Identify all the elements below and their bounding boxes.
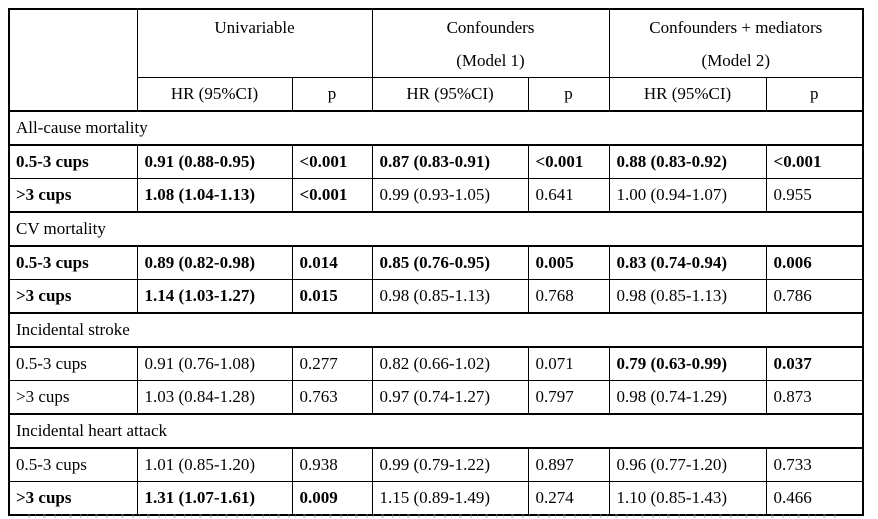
p-cell: 0.037 bbox=[765, 346, 864, 381]
table-row: >3 cups 1.14 (1.03-1.27) 0.015 0.98 (0.8… bbox=[8, 279, 864, 314]
row-label: 0.5-3 cups bbox=[8, 346, 138, 381]
hr-cell: 0.91 (0.76-1.08) bbox=[136, 346, 293, 381]
subheader-hr-model2: HR (95%CI) bbox=[608, 77, 767, 112]
p-cell: 0.733 bbox=[765, 447, 864, 482]
group-title-line2: (Model 1) bbox=[456, 51, 525, 70]
p-cell: <0.001 bbox=[527, 144, 610, 179]
group-title-line1: Confounders bbox=[446, 18, 535, 37]
group-title-line1: Confounders + mediators bbox=[649, 18, 823, 37]
p-cell: 0.955 bbox=[765, 178, 864, 213]
hr-cell: 0.99 (0.79-1.22) bbox=[371, 447, 529, 482]
table-row: >3 cups 1.31 (1.07-1.61) 0.009 1.15 (0.8… bbox=[8, 481, 864, 516]
p-cell: <0.001 bbox=[291, 178, 373, 213]
p-cell: 0.274 bbox=[527, 481, 610, 516]
hr-cell: 0.98 (0.85-1.13) bbox=[371, 279, 529, 314]
hr-cell: 1.03 (0.84-1.28) bbox=[136, 380, 293, 415]
hr-cell: 1.10 (0.85-1.43) bbox=[608, 481, 767, 516]
p-cell: 0.006 bbox=[765, 245, 864, 280]
group-title-line2: (Model 2) bbox=[701, 51, 770, 70]
p-cell: <0.001 bbox=[291, 144, 373, 179]
hr-cell: 1.31 (1.07-1.61) bbox=[136, 481, 293, 516]
section-title-cv-mortality: CV mortality bbox=[8, 211, 864, 247]
subheader-p-model1: p bbox=[527, 77, 610, 112]
hr-cell: 0.88 (0.83-0.92) bbox=[608, 144, 767, 179]
group-title-line1: Univariable bbox=[214, 18, 295, 37]
section-row: CV mortality bbox=[8, 211, 864, 247]
hr-cell: 0.96 (0.77-1.20) bbox=[608, 447, 767, 482]
table-row: >3 cups 1.08 (1.04-1.13) <0.001 0.99 (0.… bbox=[8, 178, 864, 213]
p-cell: 0.786 bbox=[765, 279, 864, 314]
row-label: >3 cups bbox=[8, 481, 138, 516]
p-cell: 0.938 bbox=[291, 447, 373, 482]
hr-cell: 1.01 (0.85-1.20) bbox=[136, 447, 293, 482]
p-cell: 0.797 bbox=[527, 380, 610, 415]
p-cell: 0.873 bbox=[765, 380, 864, 415]
hr-cell: 0.99 (0.93-1.05) bbox=[371, 178, 529, 213]
hr-cell: 0.98 (0.85-1.13) bbox=[608, 279, 767, 314]
p-cell: 0.763 bbox=[291, 380, 373, 415]
section-title-incidental-heart-attack: Incidental heart attack bbox=[8, 413, 864, 449]
hr-cell: 1.14 (1.03-1.27) bbox=[136, 279, 293, 314]
header-model2: Confounders + mediators (Model 2) bbox=[608, 8, 864, 78]
table-row: 0.5-3 cups 0.91 (0.88-0.95) <0.001 0.87 … bbox=[8, 144, 864, 179]
header-univariable: Univariable bbox=[136, 8, 373, 78]
section-title-incidental-stroke: Incidental stroke bbox=[8, 312, 864, 348]
hr-cell: 0.98 (0.74-1.29) bbox=[608, 380, 767, 415]
hr-cell: 0.83 (0.74-0.94) bbox=[608, 245, 767, 280]
section-row: Incidental stroke bbox=[8, 312, 864, 348]
table-row: 0.5-3 cups 1.01 (0.85-1.20) 0.938 0.99 (… bbox=[8, 447, 864, 482]
subheader-hr-univariable: HR (95%CI) bbox=[136, 77, 293, 112]
cropped-caption-artifact bbox=[28, 514, 840, 518]
row-label: >3 cups bbox=[8, 279, 138, 314]
hr-cell: 0.87 (0.83-0.91) bbox=[371, 144, 529, 179]
hr-cell: 0.89 (0.82-0.98) bbox=[136, 245, 293, 280]
p-cell: 0.641 bbox=[527, 178, 610, 213]
subheader-hr-model1: HR (95%CI) bbox=[371, 77, 529, 112]
p-cell: <0.001 bbox=[765, 144, 864, 179]
hr-cell: 0.97 (0.74-1.27) bbox=[371, 380, 529, 415]
p-cell: 0.277 bbox=[291, 346, 373, 381]
hr-cell: 1.08 (1.04-1.13) bbox=[136, 178, 293, 213]
hr-cell: 0.79 (0.63-0.99) bbox=[608, 346, 767, 381]
hr-cell: 0.91 (0.88-0.95) bbox=[136, 144, 293, 179]
results-table: Univariable Confounders (Model 1) Confou… bbox=[8, 8, 865, 516]
hr-cell: 1.00 (0.94-1.07) bbox=[608, 178, 767, 213]
p-cell: 0.071 bbox=[527, 346, 610, 381]
hr-cell: 1.15 (0.89-1.49) bbox=[371, 481, 529, 516]
row-label: >3 cups bbox=[8, 178, 138, 213]
row-label: >3 cups bbox=[8, 380, 138, 415]
subheader-p-univariable: p bbox=[291, 77, 373, 112]
header-model1: Confounders (Model 1) bbox=[371, 8, 610, 78]
p-cell: 0.015 bbox=[291, 279, 373, 314]
section-row: Incidental heart attack bbox=[8, 413, 864, 449]
p-cell: 0.768 bbox=[527, 279, 610, 314]
row-label: 0.5-3 cups bbox=[8, 447, 138, 482]
p-cell: 0.466 bbox=[765, 481, 864, 516]
hr-cell: 0.82 (0.66-1.02) bbox=[371, 346, 529, 381]
table-row: 0.5-3 cups 0.89 (0.82-0.98) 0.014 0.85 (… bbox=[8, 245, 864, 280]
section-row: All-cause mortality bbox=[8, 110, 864, 146]
subheader-p-model2: p bbox=[765, 77, 864, 112]
p-cell: 0.005 bbox=[527, 245, 610, 280]
hr-cell: 0.85 (0.76-0.95) bbox=[371, 245, 529, 280]
p-cell: 0.009 bbox=[291, 481, 373, 516]
table-row: 0.5-3 cups 0.91 (0.76-1.08) 0.277 0.82 (… bbox=[8, 346, 864, 381]
row-label: 0.5-3 cups bbox=[8, 245, 138, 280]
p-cell: 0.897 bbox=[527, 447, 610, 482]
row-label: 0.5-3 cups bbox=[8, 144, 138, 179]
table-row: >3 cups 1.03 (0.84-1.28) 0.763 0.97 (0.7… bbox=[8, 380, 864, 415]
header-row-groups: Univariable Confounders (Model 1) Confou… bbox=[8, 8, 864, 112]
header-row-measures: HR (95%CI) p HR (95%CI) p HR (95%CI) p bbox=[9, 77, 864, 112]
section-title-all-cause-mortality: All-cause mortality bbox=[8, 110, 864, 146]
p-cell: 0.014 bbox=[291, 245, 373, 280]
corner-cell bbox=[8, 8, 138, 112]
